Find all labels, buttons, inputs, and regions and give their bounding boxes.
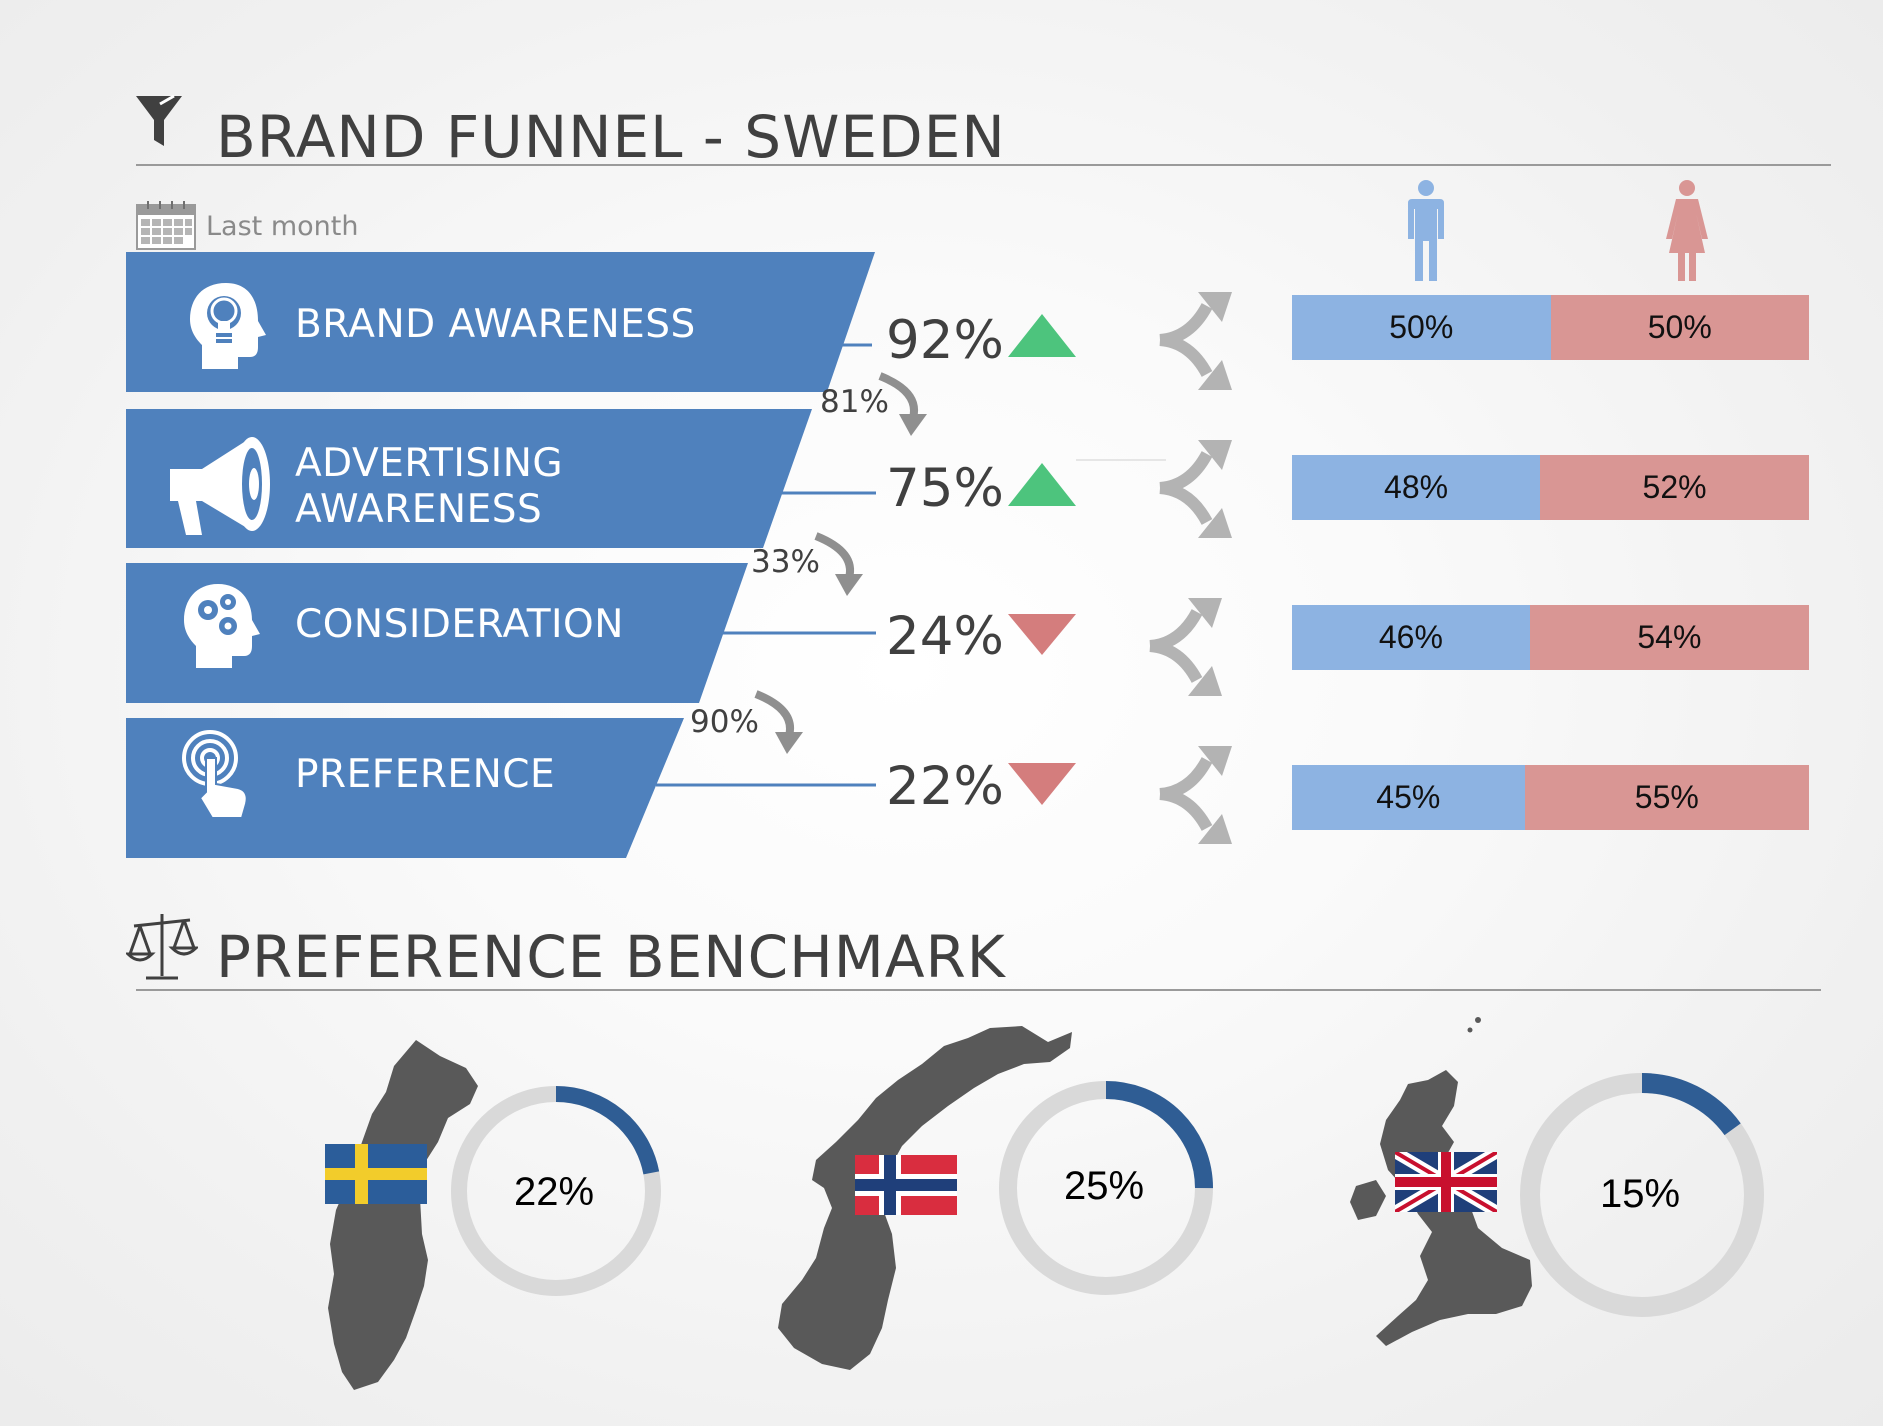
funnel-band-brand-awareness [126,252,875,392]
male-share: 50% [1292,295,1551,360]
funnel-chart [126,252,1232,858]
funnel-label-brand-awareness: BRAND AWARENESS [295,302,696,347]
sweden-map-icon [328,1040,478,1390]
male-share: 48% [1292,455,1541,520]
megaphone-icon [170,437,270,535]
donut-label-sweden: 22% [514,1170,595,1214]
female-share: 55% [1524,765,1809,830]
funnel-icon [136,94,182,146]
conversion-rate-1: 81% [820,384,889,420]
conversion-rate-2: 33% [751,544,820,580]
title-divider [136,164,1831,166]
gears-head-icon [184,584,260,668]
split-arrow-icon [1159,757,1213,831]
gender-bar-consideration: 46% 54% [1292,605,1809,670]
funnel-label-advertising-awareness: ADVERTISING AWARENESS [295,441,564,532]
funnel-band-preference [126,718,684,858]
male-share: 45% [1292,765,1525,830]
calendar-icon [136,201,196,250]
split-arrow-icon [1159,451,1213,525]
funnel-value-advertising-awareness: 75% [886,458,1004,519]
donut-arc [1520,1073,1764,1317]
benchmark-divider [136,989,1821,991]
uk-flag [1395,1152,1497,1212]
page-title: BRAND FUNNEL - SWEDEN [216,103,1006,171]
funnel-value-consideration: 24% [886,606,1004,667]
lightbulb-head-icon [190,283,266,369]
donut-label-norway: 25% [1064,1164,1145,1208]
donut-label-uk: 15% [1600,1172,1681,1216]
scales-icon [126,914,198,980]
trend-down-icon [1008,614,1076,655]
funnel-band-advertising-awareness [126,409,812,548]
donut-arc [999,1081,1213,1295]
gender-bar-brand-awareness: 50% 50% [1292,295,1809,360]
trend-up-icon [1008,314,1076,357]
donut-uk [1520,1073,1764,1317]
gender-bar-preference: 45% 55% [1292,765,1809,830]
female-icon [1666,180,1708,281]
female-share: 52% [1540,455,1809,520]
gender-bar-advertising-awareness: 48% 52% [1292,455,1809,520]
norway-map-icon [778,1026,1072,1370]
conversion-arrow-icon [754,690,794,738]
conversion-rate-3: 90% [690,704,759,740]
funnel-label-preference: PREFERENCE [295,752,556,797]
period-label: Last month [206,211,359,242]
female-share: 54% [1529,605,1809,670]
conversion-arrow-icon [878,372,918,420]
female-share: 50% [1550,295,1809,360]
trend-down-icon [1008,763,1076,805]
sweden-flag [325,1144,427,1204]
split-arrow-icon [1149,609,1203,683]
funnel-value-brand-awareness: 92% [886,310,1004,371]
donut-arc [451,1086,661,1296]
male-icon [1408,180,1444,281]
conversion-arrow-icon [814,532,854,580]
funnel-label-consideration: CONSIDERATION [295,602,624,647]
funnel-value-preference: 22% [886,756,1004,817]
trend-up-icon [1008,463,1076,506]
touch-icon [182,730,248,819]
donut-sweden [451,1086,661,1296]
norway-flag [855,1155,957,1215]
split-arrow-icon [1159,303,1213,377]
benchmark-title: PREFERENCE BENCHMARK [216,923,1006,991]
male-share: 46% [1292,605,1530,670]
funnel-band-consideration [126,563,748,703]
donut-norway [999,1081,1213,1295]
